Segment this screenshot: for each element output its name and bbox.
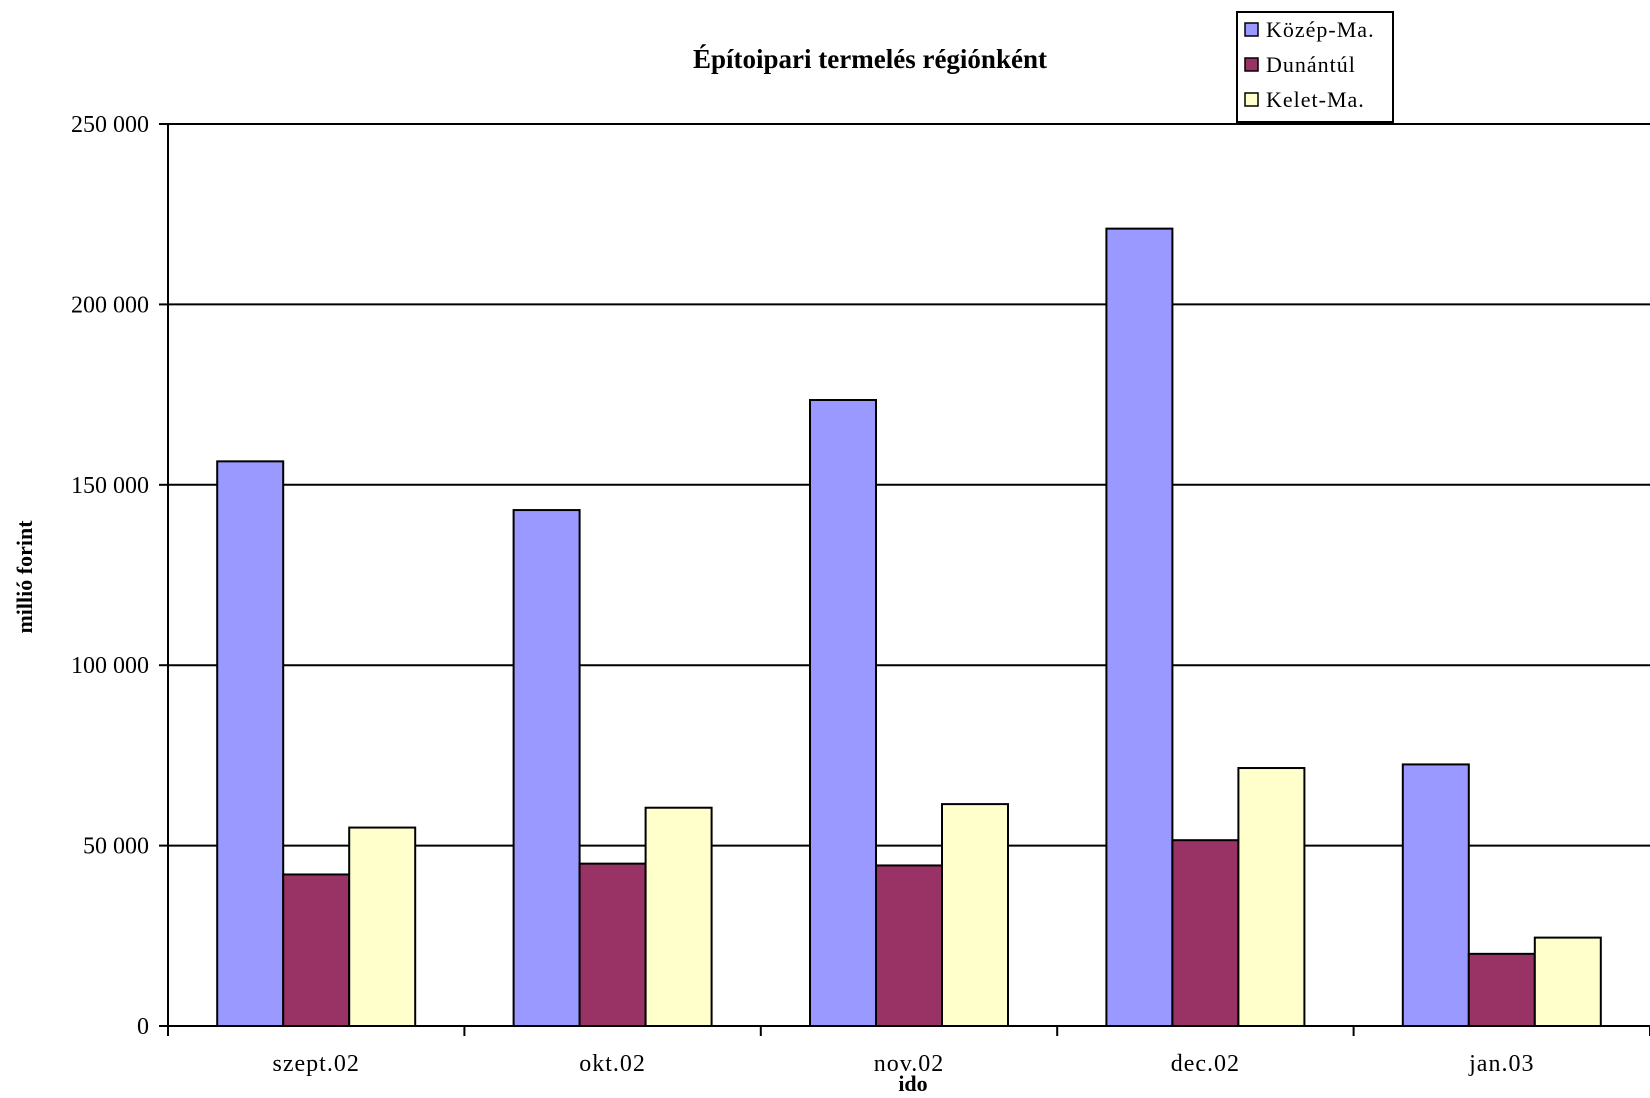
bar — [1171, 839, 1240, 1027]
bars — [216, 227, 1602, 1028]
legend-box — [1236, 11, 1394, 123]
bar — [1401, 763, 1470, 1027]
x-tick-label: nov.02 — [874, 1051, 944, 1077]
bar — [1467, 952, 1536, 1028]
y-tick-label: 250 000 — [71, 112, 149, 138]
bar — [1105, 227, 1174, 1027]
bar — [875, 864, 943, 1027]
x-tick-label: szept.02 — [273, 1051, 360, 1077]
legend-swatch — [1244, 22, 1259, 37]
legend-swatch — [1244, 92, 1259, 107]
legend-label: Dunántúl — [1266, 52, 1356, 77]
y-tick-label: 50 000 — [83, 834, 149, 860]
x-tick-label: dec.02 — [1171, 1051, 1240, 1077]
bar — [1533, 936, 1602, 1027]
x-tick-label: jan.03 — [1468, 1051, 1534, 1077]
bar — [512, 509, 581, 1027]
y-tick-label: 200 000 — [71, 292, 149, 318]
x-axis-title: ido — [898, 1071, 927, 1093]
bar — [809, 399, 877, 1027]
legend-label: Közép-Ma. — [1266, 17, 1375, 42]
legend: Közép-Ma. Dunántúl Kelet-Ma. — [1236, 11, 1394, 123]
axes: 0 50 000 100 000 150 000 200 000 250 000 szept… — [71, 112, 1650, 1077]
y-tick-label: 100 000 — [71, 653, 149, 679]
bar — [348, 826, 417, 1027]
bar — [282, 873, 351, 1027]
bar — [216, 460, 285, 1027]
legend-swatch — [1244, 57, 1259, 72]
chart-title: Építoipari termelés régiónként — [693, 44, 1047, 74]
y-tick-label: 0 — [137, 1014, 149, 1040]
gridlines — [168, 123, 1650, 847]
y-axis-title: millió forint — [12, 520, 37, 634]
bar — [578, 862, 647, 1028]
y-tick-label: 150 000 — [71, 473, 149, 499]
bar — [1237, 767, 1306, 1027]
bar — [644, 806, 713, 1027]
legend-label: Kelet-Ma. — [1266, 87, 1365, 112]
x-tick-label: okt.02 — [579, 1051, 646, 1077]
bar — [941, 803, 1009, 1027]
